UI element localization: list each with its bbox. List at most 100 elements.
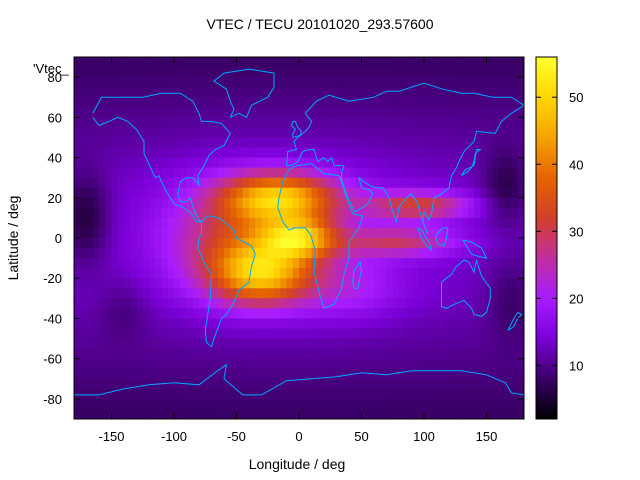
heatmap-cell bbox=[411, 388, 419, 400]
heatmap-cell bbox=[486, 147, 494, 159]
heatmap-cell bbox=[305, 147, 313, 159]
heatmap-cell bbox=[211, 217, 219, 229]
heatmap-cell bbox=[161, 197, 169, 209]
heatmap-cell bbox=[455, 298, 463, 309]
heatmap-cell bbox=[417, 77, 425, 88]
heatmap-cell bbox=[517, 278, 524, 289]
heatmap-cell bbox=[205, 238, 213, 249]
heatmap-cell bbox=[449, 117, 456, 128]
heatmap-cell bbox=[461, 338, 469, 350]
heatmap-cell bbox=[405, 97, 413, 108]
heatmap-cell bbox=[492, 147, 500, 159]
heatmap-cell bbox=[267, 57, 275, 68]
heatmap-cell bbox=[161, 157, 169, 169]
heatmap-cell bbox=[392, 238, 400, 249]
heatmap-cell bbox=[149, 167, 156, 179]
heatmap-cell bbox=[449, 217, 456, 229]
heatmap-cell bbox=[517, 328, 524, 340]
heatmap-cell bbox=[149, 77, 156, 88]
heatmap-cell bbox=[436, 107, 444, 118]
heatmap-cell bbox=[117, 157, 125, 169]
heatmap-cell bbox=[161, 107, 169, 118]
heatmap-cell bbox=[136, 77, 144, 88]
heatmap-cell bbox=[392, 328, 400, 340]
heatmap-cell bbox=[517, 177, 524, 189]
heatmap-cell bbox=[305, 57, 313, 68]
heatmap-cell bbox=[86, 57, 94, 68]
heatmap-cell bbox=[499, 217, 506, 229]
heatmap-cell bbox=[374, 187, 381, 199]
heatmap-cell bbox=[292, 127, 300, 139]
heatmap-cell bbox=[436, 368, 444, 380]
heatmap-cell bbox=[242, 167, 250, 179]
heatmap-cell bbox=[105, 278, 113, 289]
heatmap-cell bbox=[267, 278, 275, 289]
heatmap-cell bbox=[386, 227, 394, 239]
heatmap-cell bbox=[517, 187, 524, 199]
heatmap-cell bbox=[405, 368, 413, 380]
heatmap-cell bbox=[311, 378, 319, 390]
heatmap-cell bbox=[80, 217, 88, 229]
heatmap-cell bbox=[280, 298, 288, 309]
heatmap-cell bbox=[280, 338, 288, 350]
heatmap-cell bbox=[324, 57, 331, 68]
heatmap-cell bbox=[367, 248, 375, 259]
heatmap-cell bbox=[199, 157, 206, 169]
heatmap-cell bbox=[317, 57, 325, 68]
heatmap-cell bbox=[324, 328, 331, 340]
heatmap-cell bbox=[349, 248, 356, 259]
heatmap-cell bbox=[374, 358, 381, 370]
heatmap-cell bbox=[149, 348, 156, 360]
heatmap-cell bbox=[242, 378, 250, 390]
heatmap-cell bbox=[474, 268, 481, 279]
heatmap-cell bbox=[274, 338, 281, 350]
heatmap-cell bbox=[230, 177, 238, 189]
heatmap-cell bbox=[336, 268, 344, 279]
heatmap-cell bbox=[224, 288, 231, 299]
heatmap-cell bbox=[242, 107, 250, 118]
heatmap-cell bbox=[99, 157, 106, 169]
heatmap-cell bbox=[242, 298, 250, 309]
heatmap-cell bbox=[467, 117, 475, 128]
heatmap-cell bbox=[205, 137, 213, 149]
heatmap-cell bbox=[74, 87, 81, 98]
heatmap-cell bbox=[149, 298, 156, 309]
heatmap-cell bbox=[242, 147, 250, 159]
heatmap-cell bbox=[280, 117, 288, 128]
heatmap-cell bbox=[249, 398, 256, 410]
heatmap-cell bbox=[99, 288, 106, 299]
heatmap-cell bbox=[467, 278, 475, 289]
heatmap-cell bbox=[461, 378, 469, 390]
heatmap-cell bbox=[411, 318, 419, 330]
heatmap-cell bbox=[105, 288, 113, 299]
heatmap-cell bbox=[317, 117, 325, 128]
heatmap-cell bbox=[336, 217, 344, 229]
heatmap-cell bbox=[499, 338, 506, 350]
heatmap-cell bbox=[324, 358, 331, 370]
heatmap-cell bbox=[486, 268, 494, 279]
heatmap-cell bbox=[124, 358, 131, 370]
heatmap-cell bbox=[249, 318, 256, 330]
heatmap-cell bbox=[167, 77, 175, 88]
heatmap-cell bbox=[455, 408, 463, 419]
heatmap-cell bbox=[199, 258, 206, 269]
heatmap-cell bbox=[86, 248, 94, 259]
heatmap-cell bbox=[349, 77, 356, 88]
heatmap-cell bbox=[230, 197, 238, 209]
heatmap-cell bbox=[286, 67, 294, 78]
heatmap-cell bbox=[405, 127, 413, 139]
heatmap-cell bbox=[380, 388, 388, 400]
heatmap-cell bbox=[324, 238, 331, 249]
heatmap-cell bbox=[211, 328, 219, 340]
heatmap-cell bbox=[124, 197, 131, 209]
heatmap-cell bbox=[80, 308, 88, 320]
heatmap-cell bbox=[142, 227, 150, 239]
heatmap-cell bbox=[99, 197, 106, 209]
heatmap-cell bbox=[124, 388, 131, 400]
heatmap-cell bbox=[367, 238, 375, 249]
heatmap-cell bbox=[111, 328, 119, 340]
heatmap-cell bbox=[255, 217, 263, 229]
heatmap-cell bbox=[261, 167, 269, 179]
heatmap-cell bbox=[311, 308, 319, 320]
heatmap-cell bbox=[249, 217, 256, 229]
